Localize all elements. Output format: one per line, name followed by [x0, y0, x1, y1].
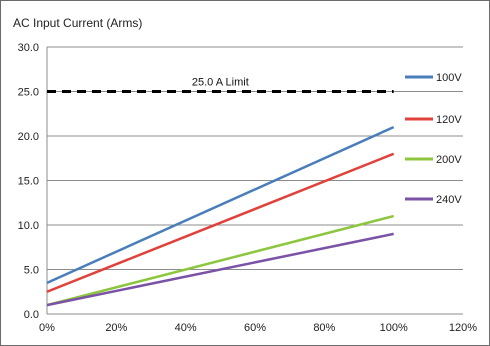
- chart-title: AC Input Current (Arms): [13, 16, 142, 30]
- x-tick-label: 40%: [175, 322, 197, 334]
- legend-label: 120V: [436, 114, 462, 126]
- y-tick-label: 15.0: [18, 176, 39, 188]
- gridlines: [47, 46, 463, 270]
- x-tick-label: 60%: [244, 322, 266, 334]
- y-tick-label: 30.0: [18, 42, 39, 54]
- legend-label: 100V: [436, 72, 462, 84]
- x-axis: 0% 20% 40% 60% 80% 100% 120%: [39, 313, 477, 334]
- x-tick-label: 20%: [105, 322, 127, 334]
- x-tick-label: 100%: [380, 322, 408, 334]
- y-axis: 0.0 5.0 10.0 15.0 20.0 25.0 30.0: [18, 42, 48, 321]
- series-line-200V: [46, 214, 394, 307]
- y-tick-label: 5.0: [24, 265, 39, 277]
- series-line-100V: [46, 125, 395, 284]
- legend-label: 240V: [436, 194, 462, 206]
- x-tick-label: 80%: [313, 322, 335, 334]
- legend-label: 200V: [436, 154, 462, 166]
- series-group: [46, 125, 395, 307]
- x-tick-label: 0%: [39, 322, 55, 334]
- y-tick-label: 10.0: [18, 220, 39, 232]
- y-tick-label: 20.0: [18, 131, 39, 143]
- x-tick-label: 120%: [449, 322, 477, 334]
- series-line-240V: [46, 232, 394, 307]
- y-tick-label: 25.0: [18, 87, 39, 99]
- legend: 100V 120V 200V 240V: [405, 72, 462, 206]
- limit-line-label: 25.0 A Limit: [192, 77, 249, 89]
- limit-group: 25.0 A Limit: [47, 77, 394, 93]
- y-tick-label: 0.0: [24, 309, 39, 321]
- series-line-120V: [46, 152, 395, 293]
